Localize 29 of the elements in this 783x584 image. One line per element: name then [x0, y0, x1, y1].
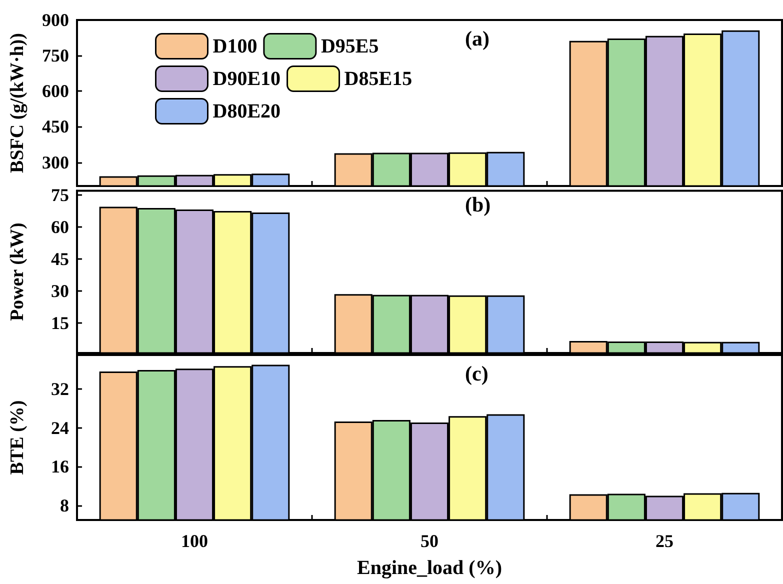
- x-tick-label: 50: [420, 531, 438, 551]
- y-axis-title: Power (kW): [7, 222, 28, 322]
- legend-label: D80E20: [212, 100, 281, 122]
- y-tick-label: 900: [42, 10, 69, 30]
- x-axis-title: Engine_load (%): [356, 557, 502, 579]
- y-tick-label: 600: [42, 81, 69, 102]
- y-tick-label: 16: [51, 456, 69, 477]
- y-tick-label: 8: [60, 495, 69, 516]
- y-tick-label: 30: [51, 281, 69, 302]
- y-tick-label: 75: [51, 185, 69, 205]
- legend-label: D90E10: [212, 68, 281, 90]
- y-tick-label: 45: [51, 249, 69, 270]
- legend-label: D85E15: [344, 68, 412, 90]
- y-axis-title: BSFC (g/(kW·h)): [7, 33, 28, 173]
- legend-label: D100: [212, 35, 258, 58]
- y-axis-title: BTE (%): [7, 400, 28, 475]
- y-tick-label: 450: [42, 116, 69, 137]
- y-tick-label: 24: [51, 418, 69, 438]
- y-tick-label: 32: [51, 378, 69, 399]
- y-tick-label: 60: [51, 217, 69, 238]
- y-tick-label: 300: [42, 152, 69, 172]
- annotation: (a): [465, 26, 490, 50]
- x-tick-label: 100: [181, 531, 208, 551]
- y-tick-label: 750: [42, 46, 69, 66]
- y-tick-label: 15: [51, 313, 69, 334]
- x-tick-label: 25: [656, 531, 674, 551]
- annotation: (c): [465, 362, 488, 386]
- annotation: (b): [465, 192, 491, 216]
- legend-label: D95E5: [320, 35, 379, 58]
